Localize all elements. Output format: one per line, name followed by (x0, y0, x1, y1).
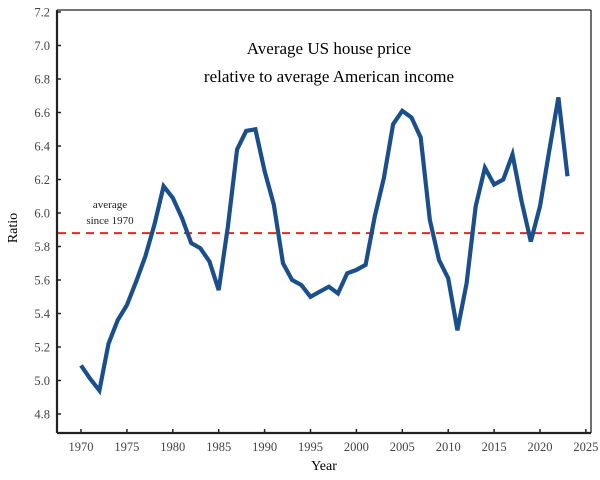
x-tick-label: 1975 (114, 440, 139, 454)
x-tick-label: 2025 (573, 440, 598, 454)
y-tick-label: 7.0 (34, 39, 50, 53)
plot-frame (55, 9, 592, 435)
y-tick-label: 5.6 (34, 274, 50, 288)
y-tick-label: 5.4 (34, 307, 50, 321)
reference-annotation-line-2: since 1970 (86, 215, 134, 227)
x-axis: 1970 1975 1980 1985 1990 1995 2000 2005 2010 2015… (69, 429, 598, 454)
y-tick-label: 6.4 (34, 140, 50, 154)
x-tick-label: 2005 (390, 440, 415, 454)
y-tick-label: 5.8 (34, 240, 50, 254)
x-tick-label: 1985 (206, 440, 231, 454)
x-tick-label: 1990 (252, 440, 277, 454)
x-tick-label: 1995 (298, 440, 323, 454)
y-tick-label: 5.0 (34, 374, 50, 388)
y-tick-label: 6.0 (34, 207, 50, 221)
x-axis-label: Year (311, 459, 337, 474)
y-tick-label: 6.2 (34, 173, 50, 187)
x-tick-label: 1980 (160, 440, 185, 454)
y-tick-label: 5.2 (34, 341, 50, 355)
chart-title-line-1: Average US house price (247, 39, 411, 58)
series-group (79, 97, 570, 396)
reference-annotation-line-1: average (93, 199, 127, 211)
y-tick-label: 4.8 (34, 408, 50, 422)
y-axis: 4.8 5.0 5.2 5.4 5.6 5.8 6.0 6.2 6.4 6.6 6.8 7.0 7.2 (34, 6, 61, 422)
x-tick-label: 2010 (436, 440, 461, 454)
chart-title-line-2: relative to average American income (204, 67, 454, 86)
x-tick-label: 2000 (344, 440, 369, 454)
y-tick-label: 6.8 (34, 73, 50, 87)
x-tick-label: 1970 (69, 440, 94, 454)
y-axis-label: Ratio (6, 213, 21, 243)
y-tick-label: 6.6 (34, 106, 50, 120)
y-tick-label: 7.2 (34, 6, 50, 20)
x-tick-label: 2015 (482, 440, 507, 454)
x-tick-label: 2020 (528, 440, 553, 454)
series-line (79, 97, 570, 396)
